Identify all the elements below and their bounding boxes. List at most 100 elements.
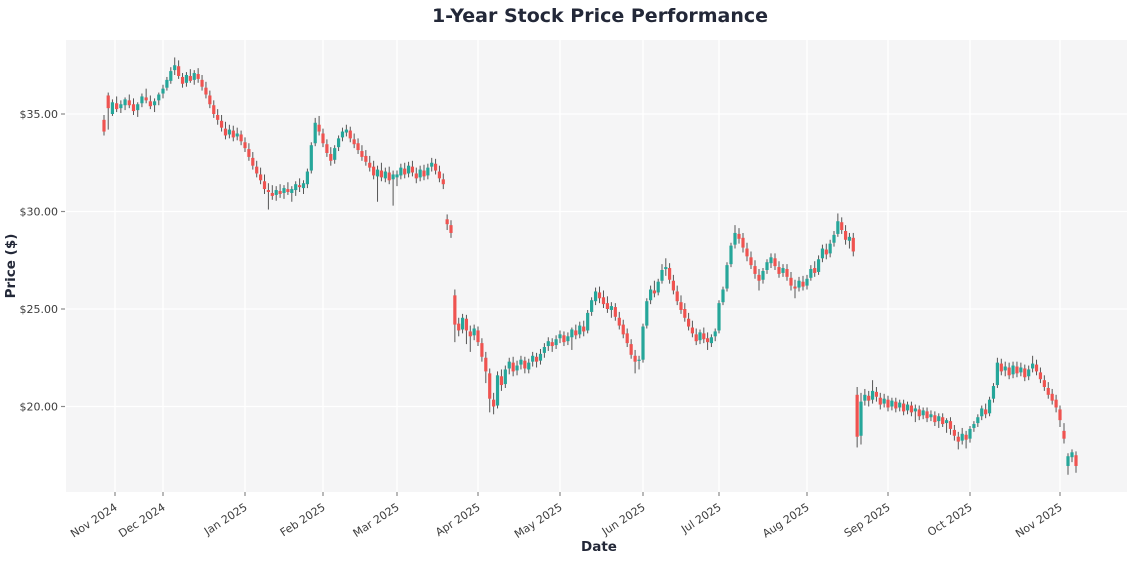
candle-body-down bbox=[683, 309, 687, 318]
candle bbox=[102, 114, 106, 136]
candle-body-down bbox=[909, 405, 914, 413]
candle bbox=[329, 147, 333, 166]
candle-body-down bbox=[617, 317, 621, 326]
candle bbox=[629, 339, 633, 359]
candle bbox=[558, 330, 562, 344]
candle bbox=[633, 349, 637, 374]
candle-body-down bbox=[597, 292, 602, 299]
candle-body-up bbox=[507, 361, 511, 369]
x-tick-label: Jul 2025 bbox=[678, 501, 723, 537]
candle-body-up bbox=[192, 73, 196, 80]
candle bbox=[664, 258, 668, 276]
candle bbox=[375, 165, 380, 202]
candle bbox=[765, 259, 769, 274]
candle bbox=[855, 387, 859, 448]
candle bbox=[188, 69, 192, 83]
candle-body-down bbox=[1007, 367, 1011, 376]
candle-body-down bbox=[266, 190, 270, 192]
candle-body-down bbox=[212, 105, 216, 114]
candle bbox=[511, 356, 515, 377]
candle bbox=[472, 324, 476, 341]
candle-body-down bbox=[317, 124, 321, 132]
candle bbox=[255, 160, 259, 178]
candle bbox=[140, 93, 144, 108]
candle bbox=[574, 324, 578, 340]
candle-body-up bbox=[542, 347, 546, 353]
candle bbox=[562, 331, 566, 347]
candle bbox=[531, 351, 535, 367]
candle-body-down bbox=[127, 100, 131, 106]
candle bbox=[239, 130, 243, 146]
candle bbox=[426, 163, 430, 180]
candle-body-down bbox=[216, 114, 220, 120]
candle-body-up bbox=[797, 280, 801, 288]
candle-body-down bbox=[476, 330, 480, 343]
candle-body-down bbox=[878, 397, 882, 405]
candle bbox=[1019, 362, 1023, 377]
candle bbox=[383, 167, 387, 183]
candle-body-down bbox=[706, 338, 710, 343]
candle bbox=[840, 217, 844, 234]
candle-body-down bbox=[629, 344, 633, 355]
x-tick-label: Jan 2025 bbox=[201, 501, 250, 539]
candle bbox=[1034, 359, 1039, 376]
candle bbox=[824, 243, 828, 260]
candle bbox=[593, 287, 598, 306]
candle-body-down bbox=[605, 303, 610, 309]
candle bbox=[952, 425, 956, 441]
candle-body-down bbox=[259, 174, 263, 181]
candle-body-down bbox=[675, 291, 679, 302]
candle-body-up bbox=[590, 300, 594, 312]
candle bbox=[495, 371, 500, 409]
candle bbox=[586, 309, 590, 334]
candle-body-up bbox=[570, 329, 574, 338]
candle-body-up bbox=[531, 355, 535, 362]
candle bbox=[165, 76, 169, 91]
candle bbox=[601, 290, 606, 309]
candle-body-down bbox=[933, 415, 937, 423]
candle-body-up bbox=[309, 145, 313, 171]
candle bbox=[937, 413, 941, 428]
candle bbox=[656, 278, 660, 296]
candle bbox=[645, 298, 649, 329]
candle bbox=[1038, 367, 1043, 384]
candle bbox=[356, 138, 360, 154]
candle-body-up bbox=[828, 243, 832, 254]
candle-body-down bbox=[1046, 387, 1050, 395]
candle bbox=[1023, 364, 1027, 382]
candle bbox=[1074, 451, 1078, 473]
candle bbox=[687, 312, 691, 331]
candle-body-down bbox=[886, 399, 890, 408]
candle bbox=[243, 137, 247, 153]
candle bbox=[169, 67, 173, 84]
candle-body-up bbox=[649, 289, 653, 301]
candle bbox=[538, 348, 543, 365]
candle-body-up bbox=[805, 278, 809, 286]
candle bbox=[816, 255, 821, 275]
candle-body-up bbox=[809, 269, 813, 278]
candle-body-down bbox=[1042, 380, 1046, 387]
candle-body-down bbox=[777, 267, 781, 274]
candle-body-down bbox=[694, 334, 698, 342]
candle bbox=[948, 417, 953, 435]
candle bbox=[721, 286, 725, 306]
candle-body-up bbox=[725, 265, 729, 289]
candle-body-up bbox=[781, 268, 785, 273]
candle bbox=[809, 265, 813, 281]
candle bbox=[921, 407, 925, 420]
y-tick-label: $35.00 bbox=[20, 108, 59, 121]
candle-body-up bbox=[554, 339, 558, 346]
candle bbox=[717, 300, 721, 334]
candle-body-up bbox=[870, 390, 875, 400]
y-tick-label: $30.00 bbox=[20, 206, 59, 219]
candle bbox=[737, 228, 741, 244]
candle-body-down bbox=[840, 222, 844, 231]
candle bbox=[352, 133, 356, 149]
candle-body-down bbox=[352, 139, 356, 145]
candle-body-down bbox=[601, 297, 606, 305]
candle-body-up bbox=[968, 428, 972, 439]
candle-body-up bbox=[929, 414, 933, 418]
candle bbox=[360, 145, 364, 161]
candle-body-up bbox=[375, 169, 380, 177]
